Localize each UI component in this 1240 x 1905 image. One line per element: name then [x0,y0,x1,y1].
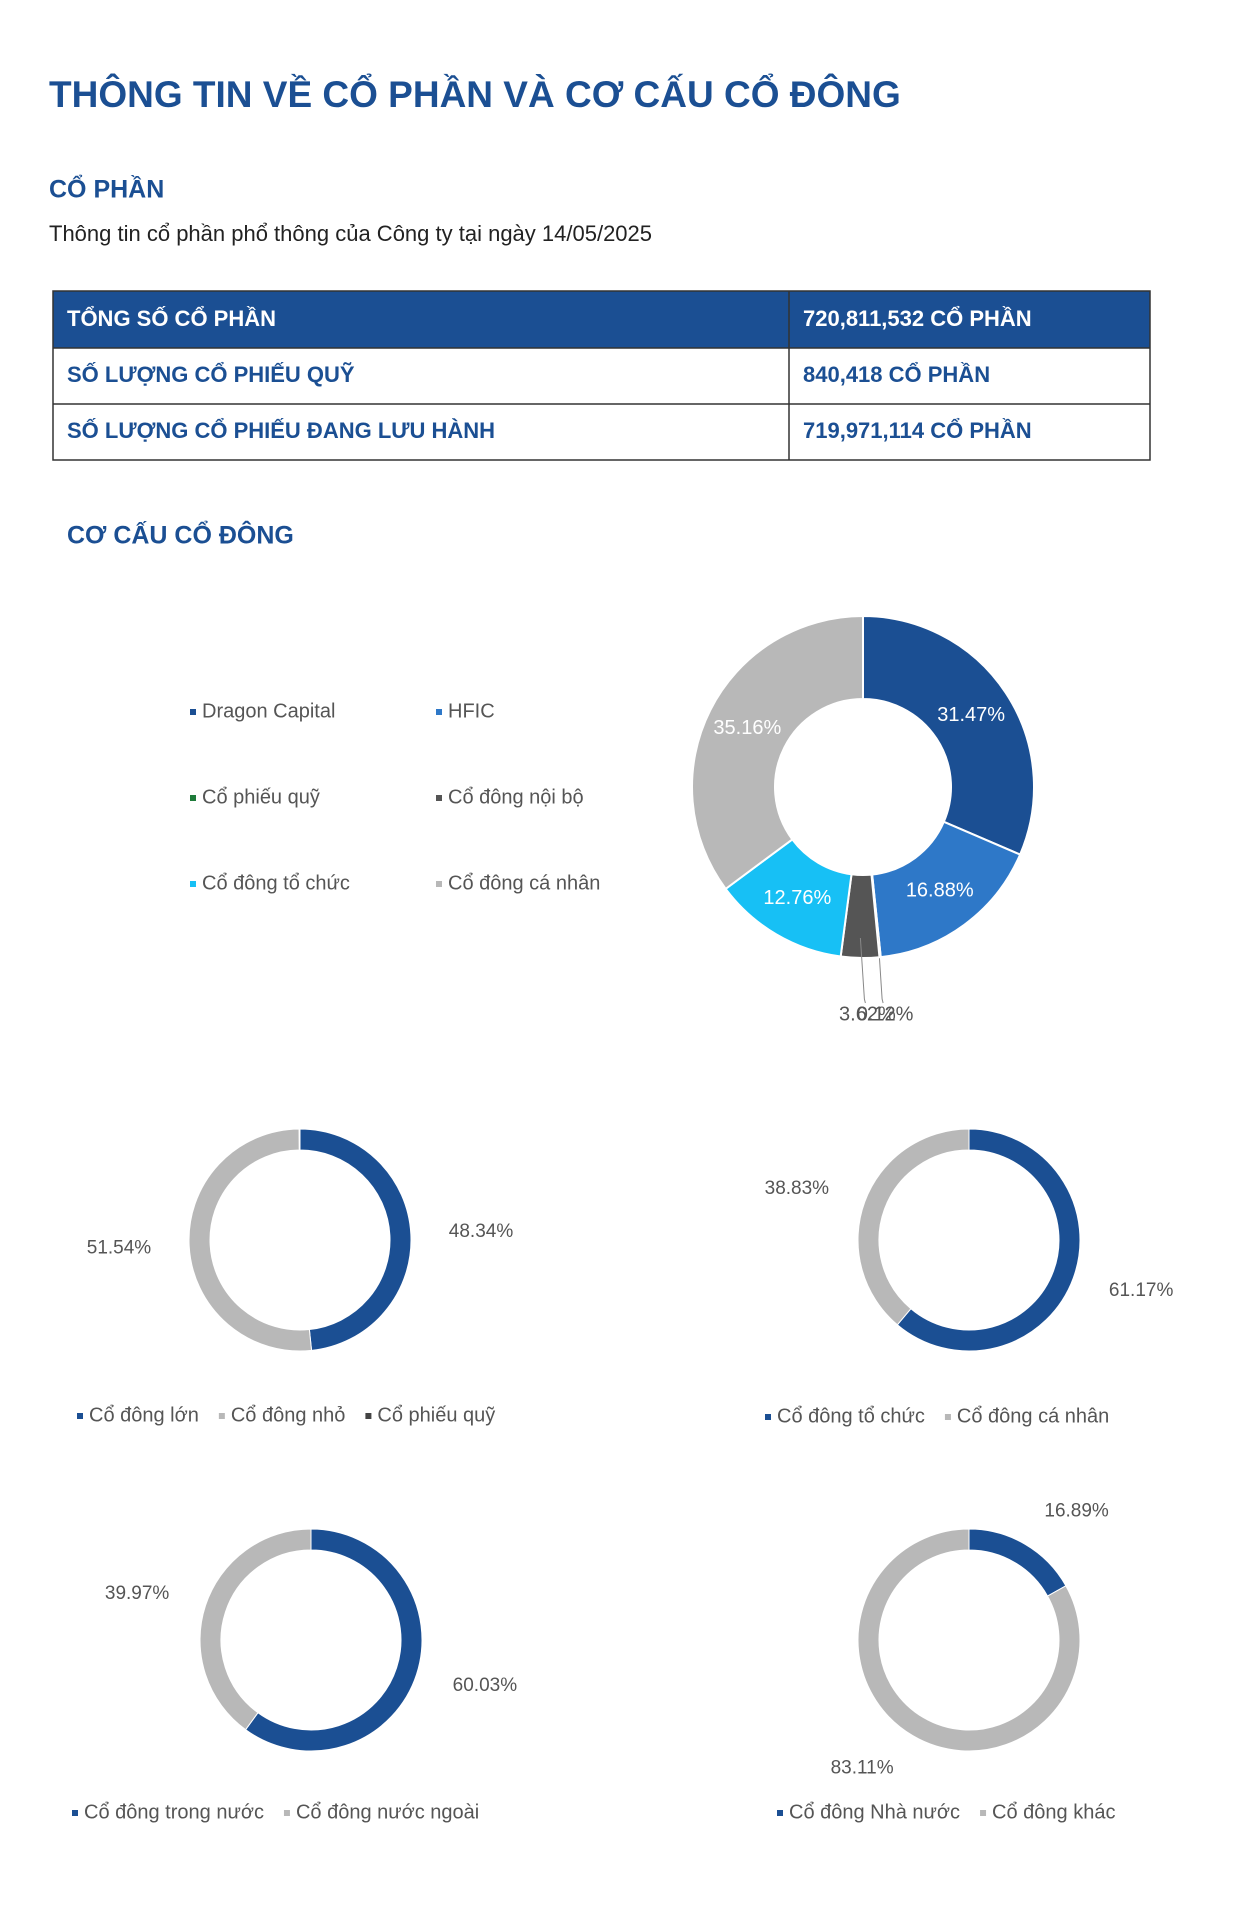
donut-slice [871,820,1022,959]
data-label: 51.54% [87,1237,152,1258]
subtitle: Thông tin cổ phần phổ thông của Công ty … [49,221,652,246]
data-label: 12.76% [763,887,831,909]
donut-slice [299,1128,412,1351]
legend-marker [283,1810,290,1816]
legend-marker [436,881,442,887]
legend-marker [436,709,442,715]
legend-label: Cổ đông trong nước [84,1801,264,1823]
data-label: 16.89% [1044,1501,1109,1522]
table-cell: 720,811,532 CỔ PHẦN [803,306,1032,331]
data-label: 16.88% [906,880,974,902]
legend-marker [190,709,196,715]
data-label: 0.12% [857,1003,914,1025]
donut-slice [199,1528,312,1731]
data-label: 3.62% [839,1003,896,1025]
legend-marker [190,881,196,887]
legend-label: Dragon Capital [202,700,335,722]
legend-label: Cổ đông khác [992,1801,1115,1823]
legend-label: Cổ đông lớn [89,1404,199,1426]
donut-slice [691,614,864,891]
table-cell: SỐ LƯỢNG CỔ PHIẾU QUỸ [67,361,355,387]
structure-title: CƠ CẤU CỔ ĐÔNG [67,520,294,550]
legend-label: Cổ đông nội bộ [448,786,584,808]
section-title: CỔ PHẦN [49,174,164,204]
legend-label: Cổ đông tổ chức [202,872,350,894]
leader-line [859,937,866,1004]
legend-marker [365,1413,372,1419]
legend-label: Cổ đông nhỏ [231,1404,346,1426]
legend-label: Cổ đông tổ chức [777,1405,925,1427]
legend-marker [436,795,442,801]
legend-marker [944,1414,951,1420]
table-cell: 719,971,114 CỔ PHẦN [803,418,1032,443]
legend-label: Cổ đông nước ngoài [296,1801,479,1823]
donut-slice [857,1128,970,1326]
donut-slice [188,1128,313,1352]
legend-marker [77,1413,83,1419]
legend-marker [72,1810,78,1816]
donut-slice [244,1528,423,1752]
donut-slice [896,1128,1081,1352]
table-border [52,290,1151,461]
legend-marker [777,1810,783,1816]
page-title: THÔNG TIN VỀ CỔ PHẦN VÀ CƠ CẤU CỔ ĐÔNG [49,72,901,115]
legend-label: HFIC [448,700,495,722]
data-label: 39.97% [105,1583,170,1604]
legend-marker [980,1810,987,1816]
data-label: 38.83% [765,1178,830,1199]
data-label: 60.03% [453,1675,518,1696]
legend-label: Cổ phiếu quỹ [202,786,320,808]
donut-slice [298,1128,301,1151]
table-cell: SỐ LƯỢNG CỔ PHIẾU ĐANG LƯU HÀNH [67,417,495,443]
donut-slice [857,1528,1081,1752]
legend-label: Cổ phiếu quỹ [377,1404,495,1426]
legend-label: Cổ đông cá nhân [448,872,600,894]
data-label: 31.47% [937,704,1005,726]
donut-slice [862,614,1035,856]
table-cell: 840,418 CỔ PHẦN [803,362,990,387]
data-label: 61.17% [1109,1280,1174,1301]
legend-marker [190,795,196,801]
legend-marker [765,1414,771,1420]
legend-label: Cổ đông cá nhân [957,1405,1109,1427]
data-label: 83.11% [831,1758,894,1779]
donut-slice [968,1528,1067,1597]
legend-marker [218,1413,225,1419]
table-header-bg [53,291,1150,348]
data-label: 35.16% [713,717,781,739]
legend-label: Cổ đông Nhà nước [789,1801,960,1823]
data-label: 48.34% [449,1221,514,1242]
share-table [52,290,1151,461]
table-cell: TỔNG SỐ CỔ PHẦN [67,305,276,331]
